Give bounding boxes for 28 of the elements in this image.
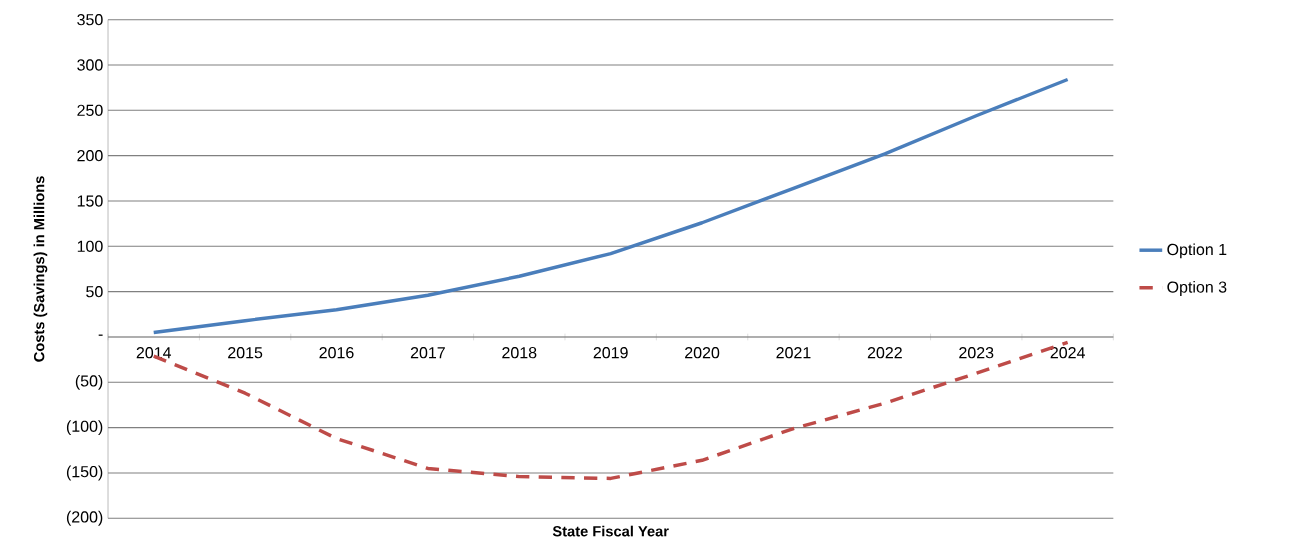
y-tick-label: (100) bbox=[66, 420, 103, 436]
y-tick-label: 250 bbox=[77, 104, 103, 116]
y-tick-label: (200) bbox=[66, 510, 103, 526]
x-tick-label: 2024 bbox=[1050, 347, 1085, 359]
y-tick-label: 150 bbox=[77, 195, 103, 207]
y-tick-label: 300 bbox=[77, 59, 103, 71]
x-axis-title: State Fiscal Year bbox=[552, 525, 669, 537]
line-series bbox=[151, 77, 1070, 335]
y-tick-label: 50 bbox=[86, 286, 103, 298]
y-tick-label: 200 bbox=[77, 150, 103, 162]
x-tick-label: 2017 bbox=[410, 347, 445, 359]
x-tick-label: 2018 bbox=[502, 347, 537, 359]
x-tick-label: 2023 bbox=[959, 347, 994, 359]
y-tick-label: - bbox=[98, 334, 103, 336]
x-tick-label: 2022 bbox=[867, 347, 902, 359]
y-tick-label: (150) bbox=[66, 465, 103, 481]
legend-label: Option 1 bbox=[1167, 243, 1227, 259]
y-tick-label: (50) bbox=[75, 374, 103, 390]
y-tick-label: 100 bbox=[77, 240, 103, 252]
x-tick-label: 2015 bbox=[228, 347, 263, 359]
y-tick-label: 350 bbox=[77, 14, 103, 26]
x-tick-label: 2019 bbox=[593, 347, 628, 359]
x-tick-label: 2014 bbox=[136, 347, 172, 359]
x-tick-label: 2021 bbox=[776, 347, 811, 359]
x-tick-label: 2020 bbox=[685, 347, 720, 359]
legend-label: Option 3 bbox=[1167, 281, 1227, 296]
y-axis-title: Costs (Savings) in Millions bbox=[33, 176, 48, 362]
x-tick-label: 2016 bbox=[319, 347, 354, 359]
